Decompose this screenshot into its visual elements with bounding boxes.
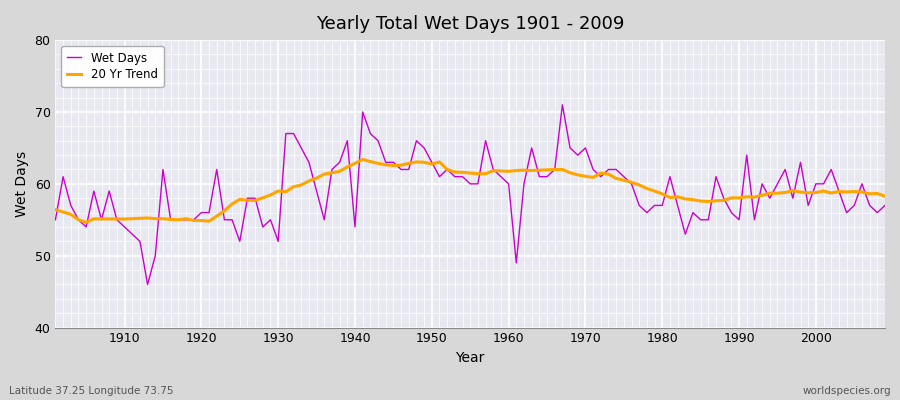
Wet Days (112, 217, 122, 222)
20 Yr Trend (611, 176, 622, 181)
Wet Days (611, 167, 622, 172)
Wet Days (511, 260, 522, 265)
Wet Days (503, 182, 514, 186)
Title: Yearly Total Wet Days 1901 - 2009: Yearly Total Wet Days 1901 - 2009 (316, 15, 625, 33)
Legend: Wet Days, 20 Yr Trend: Wet Days, 20 Yr Trend (61, 46, 164, 87)
20 Yr Trend (511, 168, 522, 173)
20 Yr Trend (119, 217, 130, 222)
20 Yr Trend (334, 169, 345, 174)
20 Yr Trend (357, 157, 368, 162)
Text: worldspecies.org: worldspecies.org (803, 386, 891, 396)
Wet Days (557, 102, 568, 107)
20 Yr Trend (288, 184, 299, 189)
X-axis label: Year: Year (455, 351, 485, 365)
Wet Days (879, 203, 890, 208)
20 Yr Trend (879, 194, 890, 199)
20 Yr Trend (518, 168, 529, 172)
Wet Days (142, 282, 153, 287)
Line: 20 Yr Trend: 20 Yr Trend (56, 160, 885, 222)
Wet Days (50, 217, 61, 222)
20 Yr Trend (81, 220, 92, 225)
Y-axis label: Wet Days: Wet Days (15, 151, 29, 217)
20 Yr Trend (50, 207, 61, 212)
Wet Days (334, 160, 345, 165)
Line: Wet Days: Wet Days (56, 105, 885, 284)
Wet Days (288, 131, 299, 136)
Text: Latitude 37.25 Longitude 73.75: Latitude 37.25 Longitude 73.75 (9, 386, 174, 396)
